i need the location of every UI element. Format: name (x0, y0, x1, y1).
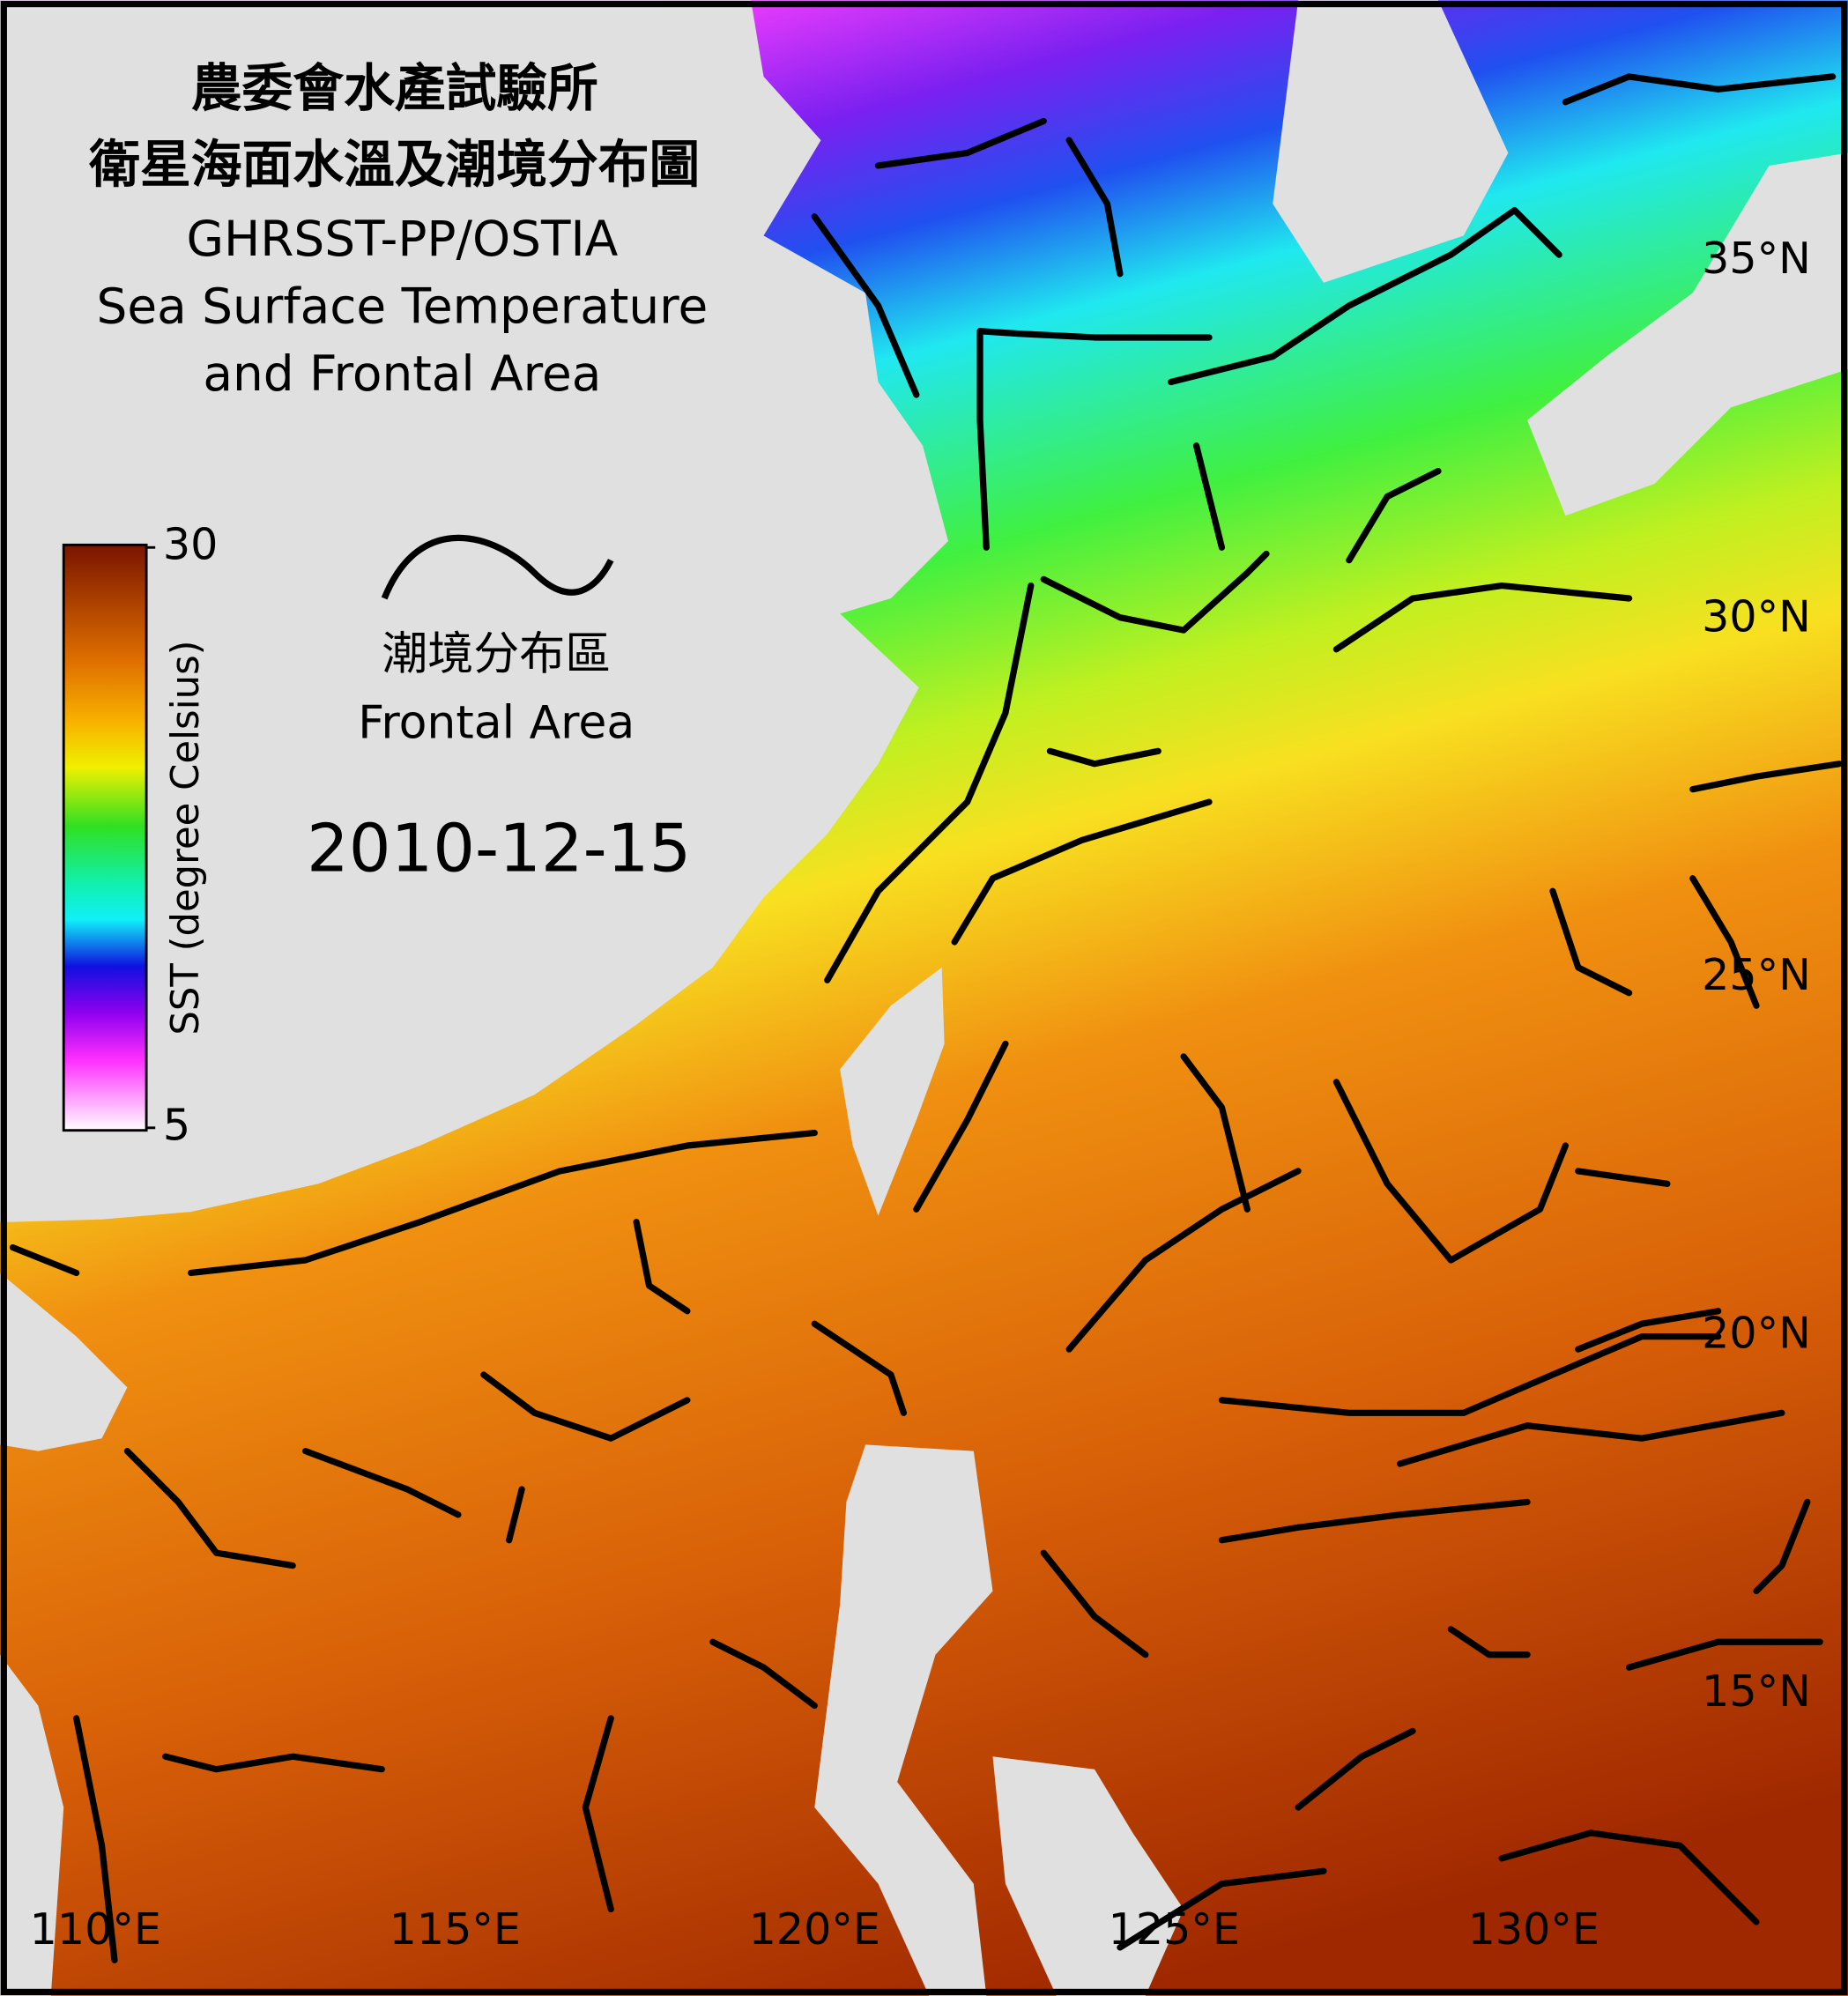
title-english: Sea Surface Temperature (96, 278, 708, 334)
longitude-label: 115°E (390, 1903, 521, 1955)
colorbar-tick-label: 5 (163, 1099, 190, 1150)
date: 2010-12-15 (307, 809, 691, 887)
legend-chinese: 潮境分布區 (382, 627, 611, 680)
colorbar-tick-label: 30 (163, 519, 218, 570)
title-chinese: 農委會水產試驗所 (191, 58, 598, 118)
latitude-label: 15°N (1702, 1666, 1811, 1717)
colorbar-label: SST (degree Celsius) (164, 640, 208, 1035)
latitude-label: 20°N (1702, 1307, 1811, 1358)
longitude-label: 125°E (1109, 1903, 1240, 1955)
latitude-label: 25°N (1702, 949, 1811, 1000)
title-chinese: 衛星海面水溫及潮境分布圖 (88, 134, 700, 194)
legend-english: Frontal Area (358, 696, 635, 749)
legend-symbol (381, 534, 614, 600)
frontal-lines (9, 73, 1843, 1963)
title-english: GHRSST-PP/OSTIA (186, 211, 618, 267)
colorbar (62, 543, 148, 1132)
longitude-label: 130°E (1468, 1903, 1599, 1955)
longitude-label: 120°E (749, 1903, 880, 1955)
latitude-label: 35°N (1702, 233, 1811, 284)
latitude-label: 30°N (1702, 590, 1811, 642)
longitude-label: 110°E (30, 1903, 161, 1955)
title-english: and Frontal Area (203, 345, 601, 402)
